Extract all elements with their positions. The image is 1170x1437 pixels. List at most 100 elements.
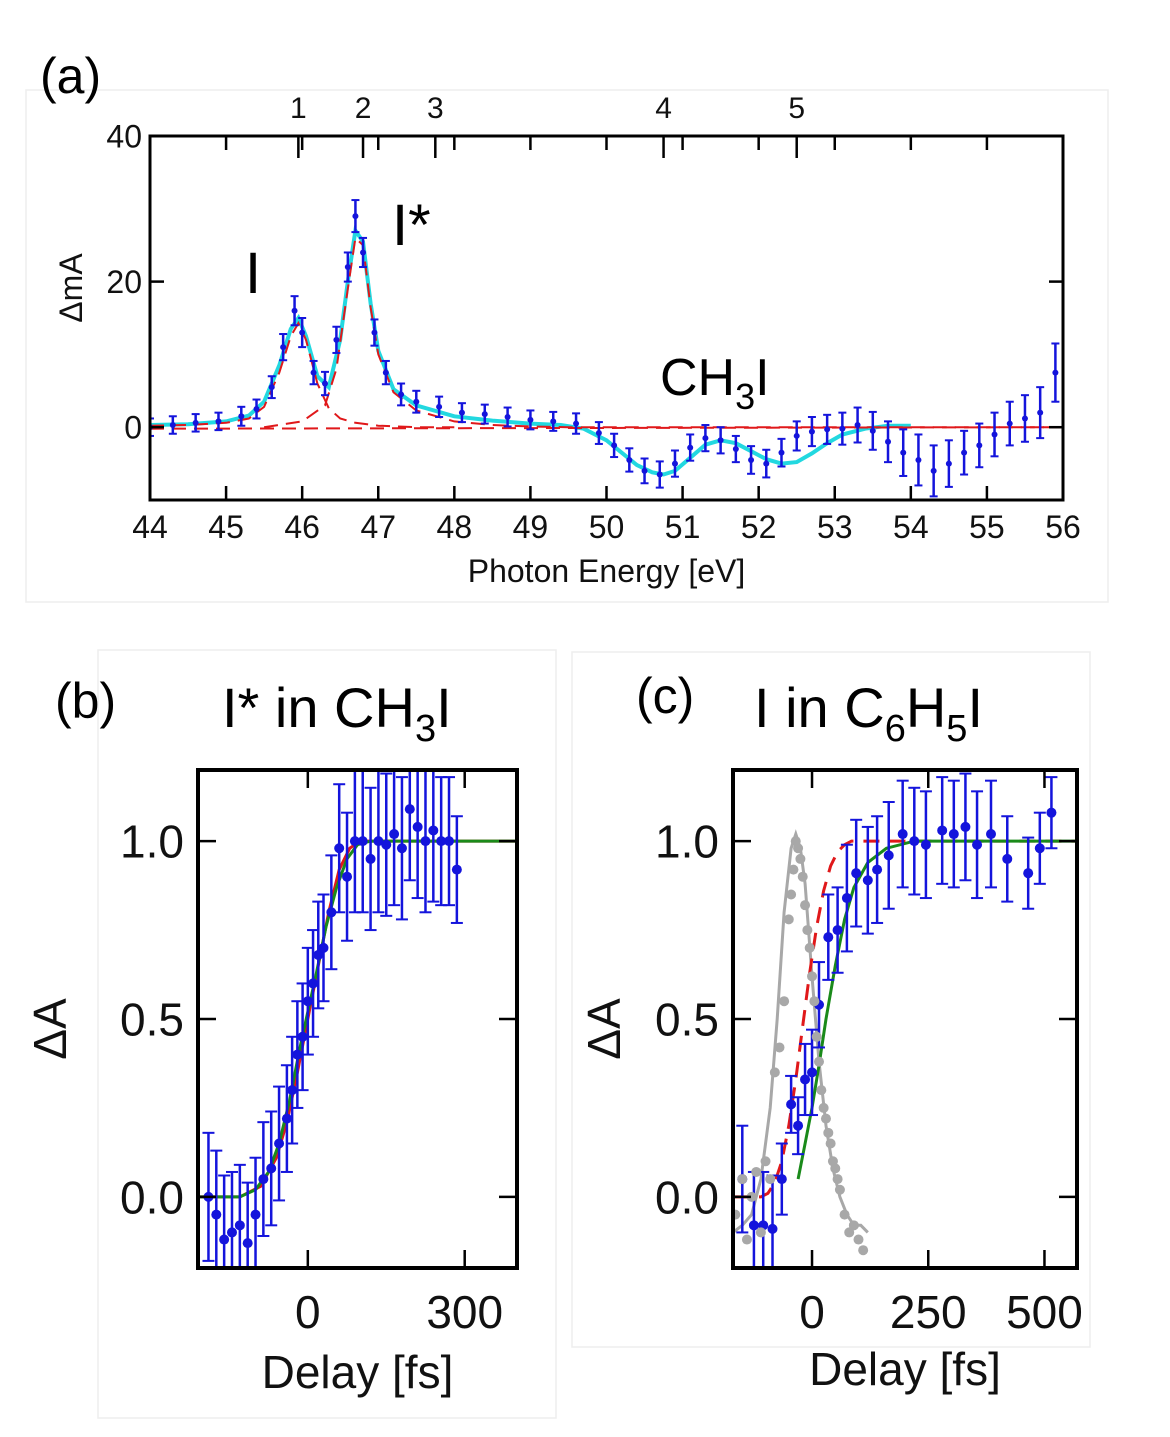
data-point [342,871,353,882]
data-point [972,839,983,850]
data-point [250,1209,261,1220]
y-tick-label: 0.5 [120,994,184,1046]
x-axis-label: Delay [fs] [262,1346,454,1398]
data-point [321,380,328,387]
data-point [824,426,831,433]
x-tick-label: 300 [426,1286,503,1338]
series-line-fit-smooth [198,839,517,1199]
data-point [748,1220,759,1231]
data-point [292,1049,303,1060]
y-tick-label: 0 [124,410,142,446]
data-point [741,1234,752,1245]
series-line-fit-step [198,839,517,1199]
data-point [671,460,678,467]
data-point [234,1220,245,1231]
data-point [334,843,345,854]
data-point [238,413,245,420]
series-line-i-component [150,320,455,429]
data-point [807,971,818,982]
data-point [885,438,892,445]
x-tick-label: 51 [665,509,701,545]
data-point [1023,868,1034,879]
data-point [854,422,861,429]
x-axis-label: Photon Energy [eV] [468,553,746,589]
data-point [948,829,959,840]
x-tick-label: 0 [799,1286,825,1338]
data-point [748,456,755,463]
data-point [428,825,439,836]
data-point [920,839,931,850]
band-label-CH3I: CH3I [660,349,770,417]
data-point [268,384,275,391]
data-point [313,949,324,960]
data-point [763,460,770,467]
panel-a-tag: (a) [40,48,101,104]
data-point [253,406,260,412]
data-point [848,1220,859,1231]
data-point [299,329,306,336]
data-point [825,1138,836,1149]
data-point [839,1209,850,1220]
data-point [767,1223,778,1234]
panel-c-tag: (c) [636,668,694,724]
data-point [841,893,852,904]
data-point [310,369,317,376]
data-point [550,418,557,425]
data-point [765,1174,776,1185]
data-point [991,431,998,438]
peak-label-I: I [245,241,261,306]
data-point [732,446,739,453]
data-point [960,821,971,832]
data-point [389,829,400,840]
data-point [900,449,907,456]
data-point [937,825,948,836]
data-point [504,414,511,421]
data-point [573,420,580,427]
plot-content [150,199,1063,498]
data-point [291,307,298,314]
data-point [793,432,800,439]
y-tick-label: 1.0 [120,816,184,868]
data-point [800,900,811,911]
panel-b: (b) I* in CH3I 0 300 0.0 0.5 1.0 Delay [fs] ΔA [24,673,519,1398]
top-axis-label: 5 [788,92,805,125]
plot-content [198,770,517,1268]
data-point [814,1056,824,1067]
data-point [365,853,376,864]
data-point [527,416,534,423]
plot-content [733,772,1077,1268]
data-point [287,1085,298,1096]
data-point [858,1245,869,1256]
data-point [626,456,633,463]
top-axis-label: 2 [355,92,372,125]
x-tick-label: 45 [208,509,244,545]
plot-c-area: 0 250 500 0.0 0.5 1.0 Delay [fs] ΔA [578,768,1083,1395]
top-axis-label: 4 [655,92,672,125]
data-point [778,449,785,456]
y-tick-label: 40 [106,119,142,155]
data-point [219,1234,230,1245]
data-point [862,875,873,886]
data-point [793,843,804,854]
data-point [360,249,367,256]
data-point [404,804,415,815]
data-point [274,1138,285,1149]
data-point [832,1174,843,1185]
data-point [795,853,806,864]
y-tick-label: 1.0 [655,816,719,868]
data-point [687,444,694,451]
data-point [373,836,384,847]
y-tick-label: 0.5 [655,994,719,1046]
y-axis-label: ΔA [578,998,630,1060]
data-point [755,1227,766,1238]
data-point [746,1191,757,1202]
panel-a: (a) I I* CH3I 44 45 46 47 48 49 50 51 52 53 54 55 56… [40,48,1081,589]
data-point [783,914,794,925]
x-tick-label: 55 [969,509,1005,545]
data-point [211,1209,222,1220]
data-point [807,1067,818,1078]
data-point [1046,807,1057,818]
data-point [823,932,834,943]
data-point [793,1120,804,1131]
